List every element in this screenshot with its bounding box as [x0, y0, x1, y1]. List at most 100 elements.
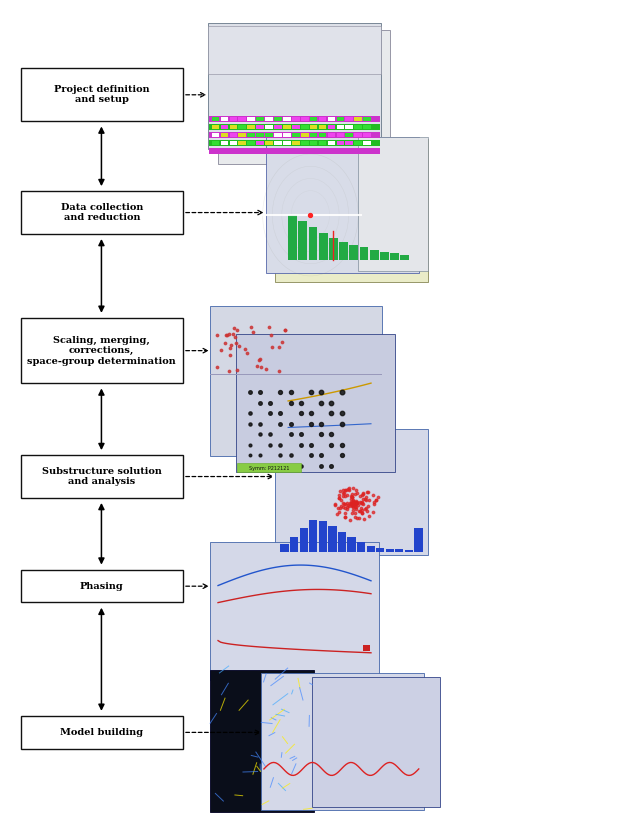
Point [230, 330, 240, 343]
Bar [380, 252, 389, 260]
Point [216, 343, 226, 356]
Point [337, 407, 347, 420]
Point [296, 407, 306, 420]
Point [336, 493, 346, 506]
Point [265, 396, 275, 409]
Point [223, 328, 234, 341]
Point [352, 496, 362, 509]
Point [275, 438, 285, 452]
Point [346, 497, 356, 510]
Bar [230, 133, 237, 137]
Point [346, 496, 356, 509]
Point [357, 506, 367, 519]
Point [359, 512, 369, 525]
Bar [319, 141, 326, 145]
Bar [337, 125, 344, 129]
Bar [275, 139, 428, 282]
Bar [247, 133, 255, 137]
Point [296, 396, 306, 409]
Point [305, 209, 316, 222]
Point [326, 396, 337, 409]
Point [350, 497, 360, 510]
Point [355, 490, 365, 503]
Point [316, 417, 326, 430]
Point [265, 428, 275, 441]
Point [339, 497, 349, 510]
Point [336, 500, 346, 513]
Point [255, 385, 265, 399]
Bar [256, 141, 264, 145]
Point [337, 417, 347, 430]
Point [364, 494, 374, 507]
Bar [274, 117, 282, 121]
Bar [386, 548, 394, 552]
Bar [209, 116, 380, 121]
Bar [288, 215, 297, 260]
Point [349, 497, 360, 510]
Text: Symm: P212121: Symm: P212121 [249, 466, 289, 471]
Point [350, 507, 360, 520]
Bar [328, 141, 335, 145]
Point [350, 500, 360, 513]
Point [274, 340, 284, 353]
Point [232, 324, 242, 337]
Point [256, 360, 266, 373]
Point [285, 385, 296, 399]
Bar [310, 141, 317, 145]
Point [347, 491, 357, 504]
Point [348, 496, 358, 509]
Point [255, 353, 265, 366]
Point [358, 498, 368, 511]
Point [342, 501, 352, 514]
Bar [300, 527, 308, 552]
Point [340, 511, 350, 524]
Point [351, 511, 362, 524]
Bar [221, 133, 228, 137]
Bar [338, 531, 346, 552]
Point [356, 501, 367, 514]
Point [360, 503, 370, 516]
Point [350, 496, 360, 509]
Point [211, 360, 221, 373]
Point [347, 496, 357, 509]
Point [347, 491, 357, 504]
Text: Scaling, merging,
corrections,
space-group determination: Scaling, merging, corrections, space-gro… [28, 336, 176, 366]
Point [340, 502, 350, 515]
Point [333, 506, 344, 519]
Point [342, 502, 353, 515]
Bar [221, 141, 228, 145]
FancyBboxPatch shape [20, 68, 183, 121]
Point [255, 449, 265, 462]
Point [349, 497, 360, 510]
Bar [283, 133, 291, 137]
Point [340, 483, 351, 496]
Point [226, 338, 236, 351]
Bar [310, 125, 317, 129]
Bar [355, 133, 362, 137]
Bar [209, 24, 381, 149]
Point [361, 490, 371, 503]
FancyBboxPatch shape [20, 716, 183, 749]
Point [333, 502, 344, 515]
Bar [265, 125, 273, 129]
Bar [211, 306, 383, 456]
Point [348, 504, 358, 517]
Bar [266, 137, 419, 274]
Point [229, 321, 239, 334]
Bar [230, 125, 237, 129]
Point [338, 487, 348, 500]
Bar [328, 125, 335, 129]
Bar [261, 673, 424, 809]
Bar [236, 334, 395, 473]
Point [346, 500, 356, 513]
Bar [218, 30, 390, 164]
Point [340, 510, 350, 523]
Point [316, 460, 326, 473]
Point [350, 497, 360, 510]
Point [364, 510, 374, 523]
Point [285, 449, 296, 462]
Bar [247, 141, 255, 145]
Point [348, 497, 358, 510]
Point [348, 507, 358, 520]
Point [369, 495, 379, 508]
